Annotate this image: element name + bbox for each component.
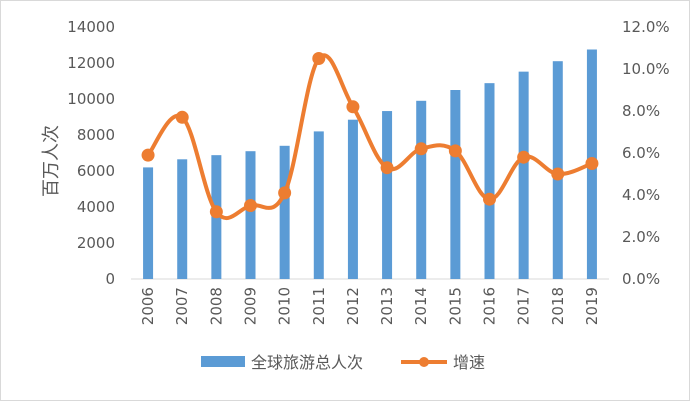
left-tick-label: 4000 [77,198,115,216]
bar-series [143,49,597,280]
line-point [448,144,462,158]
legend-bar-swatch [201,356,245,367]
x-tick-label: 2012 [344,287,362,325]
x-tick-label: 2011 [310,287,328,325]
line-series [141,52,599,220]
left-tick-label: 2000 [77,234,115,252]
x-tick-label: 2008 [207,287,225,325]
line-point [483,192,496,206]
left-tick-label: 14000 [67,18,115,36]
bar [177,159,188,279]
bar [143,167,154,279]
right-tick-label: 12.0% [622,18,670,36]
x-tick-label: 2016 [481,287,499,325]
bar [518,71,529,279]
x-tick-label: 2010 [276,287,294,325]
x-tick-label: 2007 [173,287,191,325]
left-tick-label: 12000 [67,54,115,72]
bar [450,90,461,279]
y-axis-label: 百万人次 [41,125,62,197]
right-tick-label: 8.0% [622,102,660,120]
line-point [585,157,599,170]
legend: 全球旅游总人次 增速 [201,353,485,372]
legend-bar-label: 全球旅游总人次 [251,353,363,372]
line-point [175,110,189,124]
left-tick-label: 10000 [67,90,115,108]
line-point [517,150,531,164]
x-tick-label: 2019 [583,287,601,325]
line-point [209,205,223,219]
x-tick-label: 2018 [549,287,567,325]
line-point [414,142,428,156]
legend-line-label: 增速 [453,353,485,372]
x-tick-label: 2009 [242,287,260,325]
line-point [346,100,360,114]
bar [484,83,495,279]
x-tick-label: 2006 [139,287,157,325]
right-tick-label: 6.0% [622,144,660,162]
bar [347,119,358,279]
bar [382,111,393,279]
line-point [244,199,257,212]
x-tick-label: 2017 [515,287,533,325]
x-tick-label: 2013 [378,287,396,325]
right-tick-label: 2.0% [622,228,660,246]
x-axis-ticks: 2006 2007 2008 2009 2010 2011 2012 2013 2014 2015… [139,287,601,325]
left-tick-label: 6000 [77,162,115,180]
line-point [380,161,394,175]
left-tick-label: 8000 [77,126,115,144]
line-point [141,148,155,162]
right-tick-label: 10.0% [622,60,670,78]
left-tick-label: 0 [105,270,115,288]
bar [245,151,256,279]
line-point [278,186,292,200]
line-point [551,167,565,181]
right-axis-ticks: 0.0% 2.0% 4.0% 6.0% 8.0% 10.0% 12.0% [622,18,670,288]
bar [279,145,290,279]
line-point [312,52,326,65]
right-tick-label: 4.0% [622,186,660,204]
left-axis-ticks: 0 2000 4000 6000 8000 10000 12000 14000 [67,18,115,288]
bar [313,131,324,279]
legend-line-marker [419,357,429,367]
right-tick-label: 0.0% [622,270,660,288]
x-tick-label: 2014 [412,287,430,325]
bar [416,100,427,279]
x-tick-label: 2015 [446,287,464,325]
